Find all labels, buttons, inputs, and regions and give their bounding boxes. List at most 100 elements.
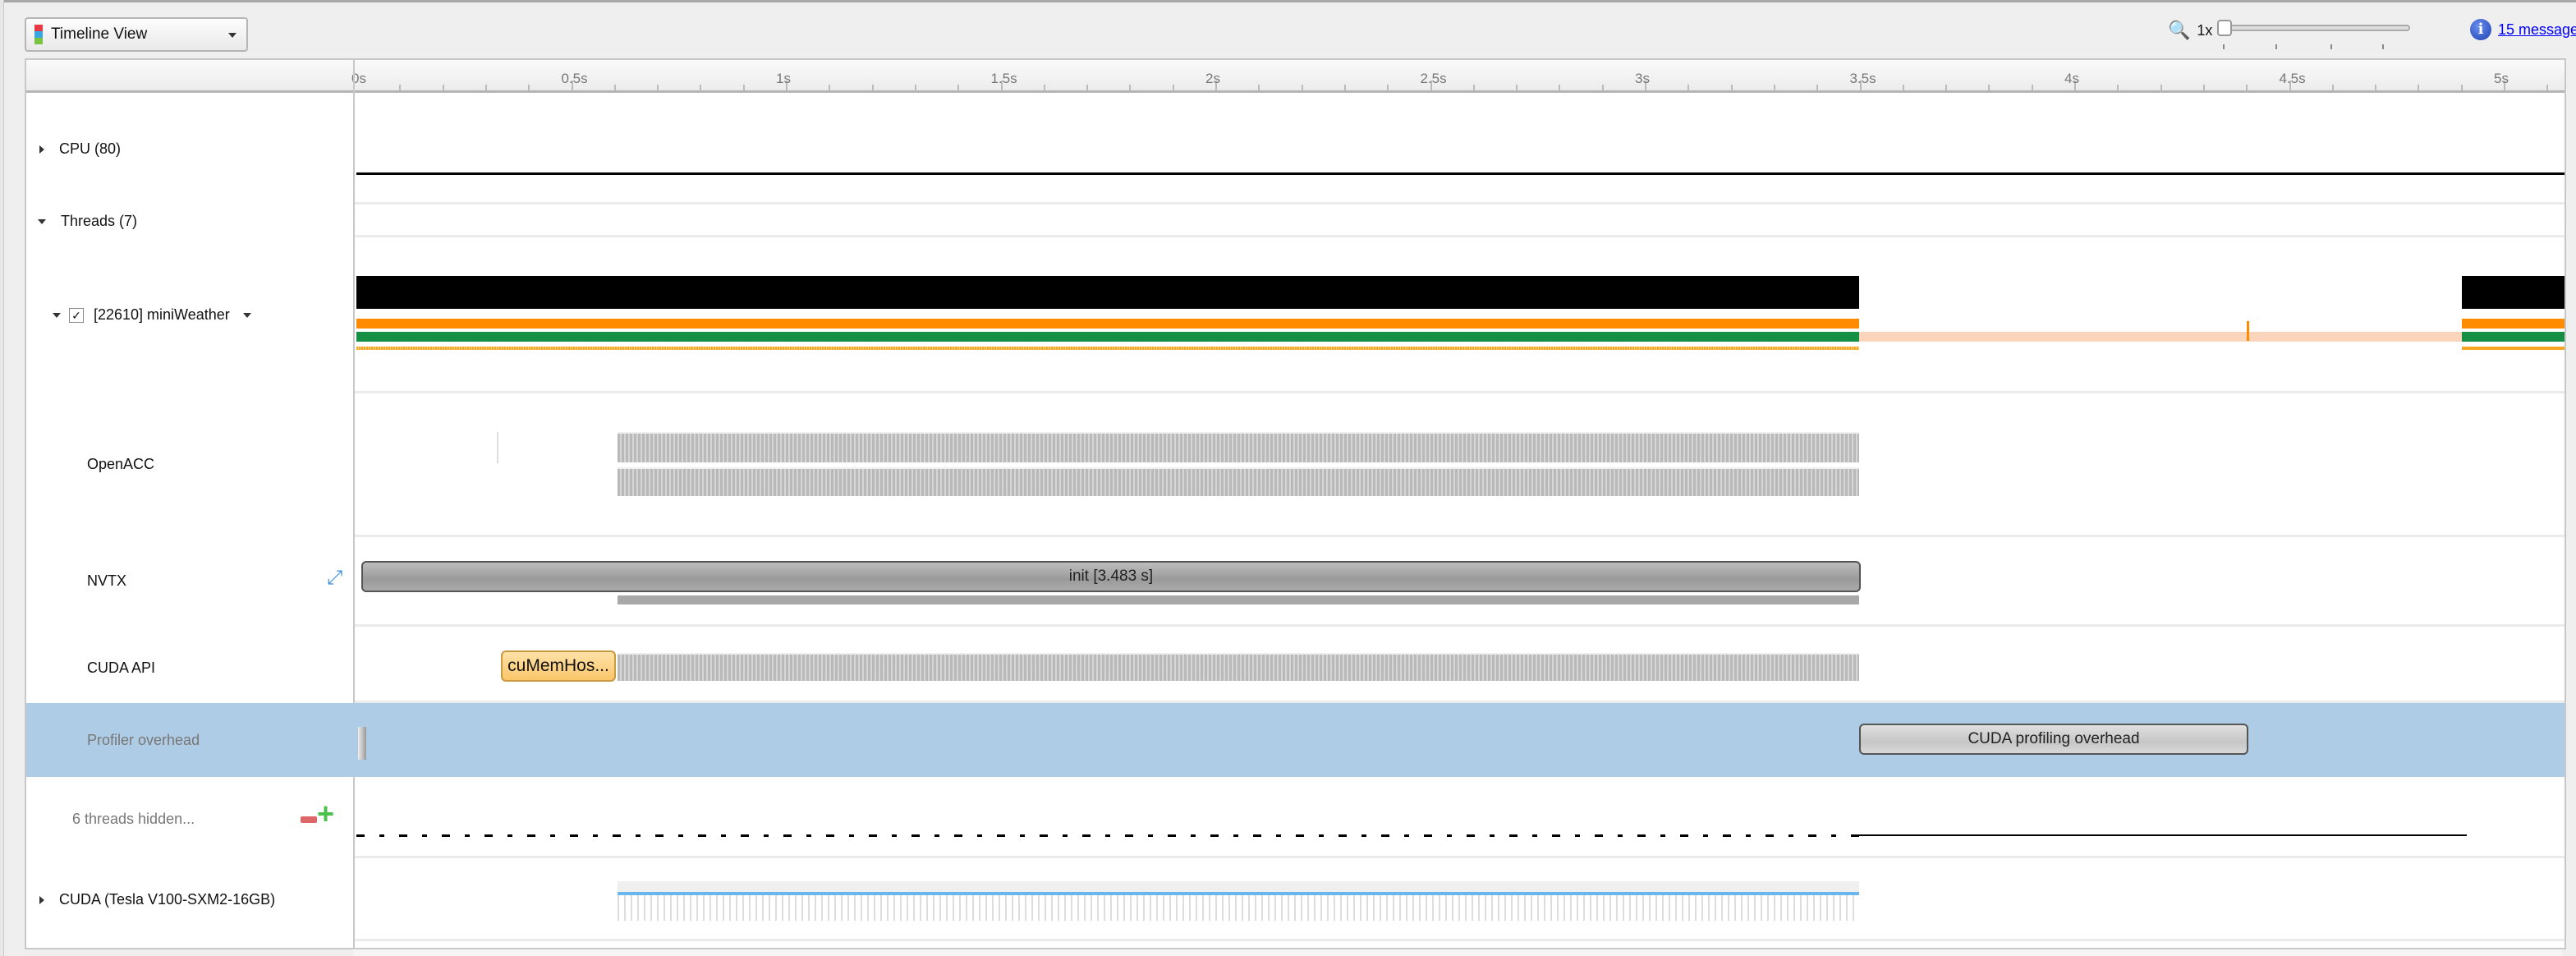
row-divider [355,939,2565,941]
nvtx-nested-range[interactable] [618,595,1859,604]
thread-cpu-samples[interactable] [2462,276,2565,309]
collapse-arrow-icon[interactable] [53,312,61,318]
ruler-tick [528,85,530,90]
ruler-tick [1343,85,1346,90]
ruler-tick [1301,85,1303,90]
minus-icon[interactable] [301,816,317,823]
openacc-event[interactable] [497,432,498,463]
row-header-splitter[interactable] [353,60,355,948]
ruler-tick [1129,85,1132,90]
cuda-api-calls-bar[interactable] [618,653,1859,681]
profiler-overhead-event[interactable] [358,727,366,760]
ruler-tick [700,85,702,90]
ruler-tick [1730,85,1733,90]
thread-cpu-samples[interactable] [356,276,1859,309]
ruler-label: 4s [2064,71,2079,86]
ruler-tick [2031,85,2033,90]
ruler-tick [1773,85,1775,90]
thread-checkbox[interactable]: ✓ [69,307,84,323]
ruler-tick [1387,85,1389,90]
ruler-label: 5s [2494,71,2509,86]
row-cuda-label: CUDA (Tesla V100-SXM2-16GB) [59,891,276,908]
ruler-tick [829,85,831,90]
row-divider [355,535,2565,537]
horizontal-scrollbar[interactable] [353,949,2562,956]
view-selector-dropdown[interactable]: Timeline View [25,17,248,52]
row-cpu[interactable]: CPU (80) [39,140,121,158]
cuda-profiling-overhead-range[interactable]: CUDA profiling overhead [1859,724,2248,755]
ruler-tick [657,85,659,90]
cpu-usage-line [356,172,2565,175]
zoom-slider[interactable] [2220,25,2410,31]
expand-arrow-icon[interactable] [39,145,44,154]
row-divider [355,701,2565,703]
ruler-tick [1516,85,1518,90]
view-selector-label: Timeline View [51,25,148,43]
ruler-tick [2460,85,2463,90]
row-nvtx: NVTX [87,572,127,589]
expand-arrow-icon[interactable] [39,896,44,904]
hidden-threads-activity [1859,834,2467,836]
collapse-arrow-icon[interactable] [38,219,46,225]
ruler-tick [2418,85,2420,90]
row-cuda-api: CUDA API [87,660,156,676]
ruler-tick [2331,85,2334,90]
ruler-label: 1.5s [990,71,1017,86]
row-profiler-overhead-label: Profiler overhead [87,732,200,748]
ruler-tick [2117,85,2119,90]
ruler-tick [442,85,444,90]
messages-link[interactable]: 15 messages [2498,21,2576,38]
ruler-tick [1687,85,1690,90]
ruler-tick [1601,85,1604,90]
row-divider [355,235,2565,237]
ruler-label: 2s [1205,71,1220,86]
magnifier-icon: 🔍 [2168,20,2191,40]
row-cpu-label: CPU (80) [59,140,122,157]
ruler-label: 4.5s [2279,71,2306,86]
ruler-tick [1559,85,1561,90]
thread-running-state [2462,332,2565,342]
row-cuda-device[interactable]: CUDA (Tesla V100-SXM2-16GB) [39,891,275,908]
ruler-tick [2504,80,2505,90]
ruler-tick [1988,85,1991,90]
info-icon[interactable]: i [2470,19,2491,40]
ruler-tick [1430,80,1432,90]
slider-tick [2275,44,2277,49]
ruler-tick [2289,80,2291,90]
openacc-compute-region-bar[interactable] [618,432,1859,462]
plus-icon[interactable]: + [317,797,335,830]
slider-tick [2330,44,2332,49]
zoom-control: 🔍 1x [2168,18,2212,43]
nvtx-init-range[interactable]: init [3.483 s] [361,561,1861,592]
zoom-slider-thumb[interactable] [2217,20,2232,36]
timeline-view-icon [34,25,43,44]
row-thread-miniweather[interactable]: ✓ [22610] miniWeather [53,306,251,324]
row-threads[interactable]: Threads (7) [38,213,137,230]
ruler-tick [2546,85,2549,90]
cuda-kernels-bar[interactable] [618,881,1859,921]
slider-tick [2382,44,2384,49]
thread-menu-icon[interactable] [242,312,251,318]
cuda-api-cumemhostalloc-call[interactable]: cuMemHos... [501,650,616,682]
ruler-tick [571,80,573,90]
thread-label: [22610] miniWeather [94,306,230,323]
hidden-threads-activity [356,834,1859,837]
ruler-tick [786,80,787,90]
ruler-tick [1086,85,1089,90]
thread-core-band [356,319,1859,329]
ruler-tick [914,85,916,90]
time-ruler[interactable]: 0s 0.5s 1s 1.5s 2s 2.5s 3s 3.5s 4s 4.5s 5s [26,60,2565,93]
ruler-tick [2246,85,2248,90]
ruler-tick [1000,80,1003,90]
timeline-panel: 0s 0.5s 1s 1.5s 2s 2.5s 3s 3.5s 4s 4.5s 5s CPU (80… [25,58,2566,949]
ruler-tick [1945,85,1948,90]
ruler-tick [1172,85,1174,90]
expand-rows-icon[interactable]: ⤢ [327,567,343,589]
window-top-border [0,0,2576,2]
ruler-tick [1859,80,1862,90]
ruler-tick [1902,85,1904,90]
openacc-enqueue-bar[interactable] [618,467,1859,496]
ruler-tick [1645,80,1646,90]
ruler-label: 0.5s [561,71,588,86]
thread-core-band [2462,319,2565,329]
